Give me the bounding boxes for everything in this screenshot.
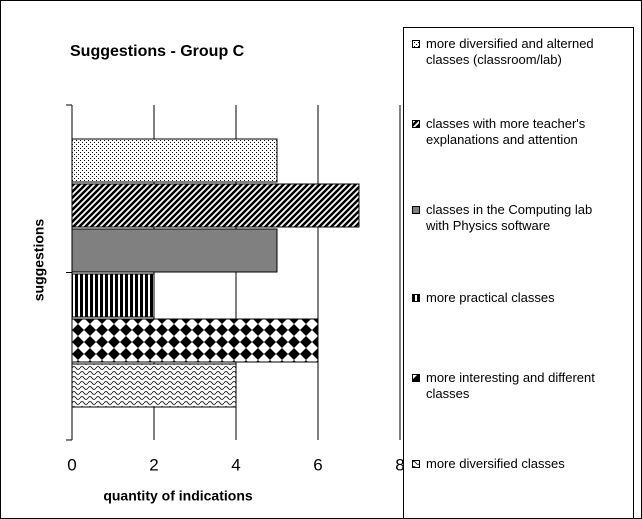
legend-swatch [412, 374, 420, 382]
legend-entry: classes in the Computing lab with Physic… [412, 202, 622, 234]
legend-entry: classes with more teacher's explanations… [412, 116, 622, 148]
legend: more diversified and alterned classes (c… [403, 27, 634, 518]
legend-label: more interesting and different classes [426, 370, 595, 401]
chart-title: Suggestions - Group C [70, 43, 245, 60]
x-tick-label: 6 [313, 455, 322, 474]
legend-swatch [412, 40, 420, 48]
legend-swatch [412, 460, 420, 468]
legend-label: classes with more teacher's explanations… [426, 116, 586, 147]
legend-label: more diversified and alterned classes (c… [426, 36, 594, 67]
legend-entry: more practical classes [412, 290, 622, 306]
bar [71, 318, 319, 363]
bar [71, 183, 360, 228]
legend-swatch [412, 120, 420, 128]
legend-swatch-box [412, 40, 420, 48]
legend-label: classes in the Computing lab with Physic… [426, 202, 593, 233]
legend-swatch [412, 294, 420, 302]
bar [71, 363, 237, 408]
legend-entry: more diversified and alterned classes (c… [412, 36, 622, 68]
x-tick-label: 0 [67, 455, 76, 474]
x-tick-label: 4 [231, 455, 240, 474]
legend-label: more practical classes [426, 290, 555, 305]
legend-swatch-box [412, 120, 420, 128]
legend-swatch-box [412, 460, 420, 468]
legend-swatch-box [412, 294, 420, 302]
x-axis-label: quantity of indications [103, 488, 253, 504]
x-tick-label: 2 [149, 455, 158, 474]
bar [71, 138, 278, 183]
legend-swatch-box [412, 374, 420, 382]
bar [71, 273, 155, 318]
legend-entry: more diversified classes [412, 456, 622, 472]
legend-entry: more interesting and different classes [412, 370, 622, 402]
y-axis-label: suggestions [31, 219, 47, 302]
legend-swatch [412, 206, 420, 214]
legend-swatch-box [412, 206, 420, 214]
legend-label: more diversified classes [426, 456, 565, 471]
x-tick-label: 8 [395, 455, 404, 474]
bar [71, 228, 278, 273]
